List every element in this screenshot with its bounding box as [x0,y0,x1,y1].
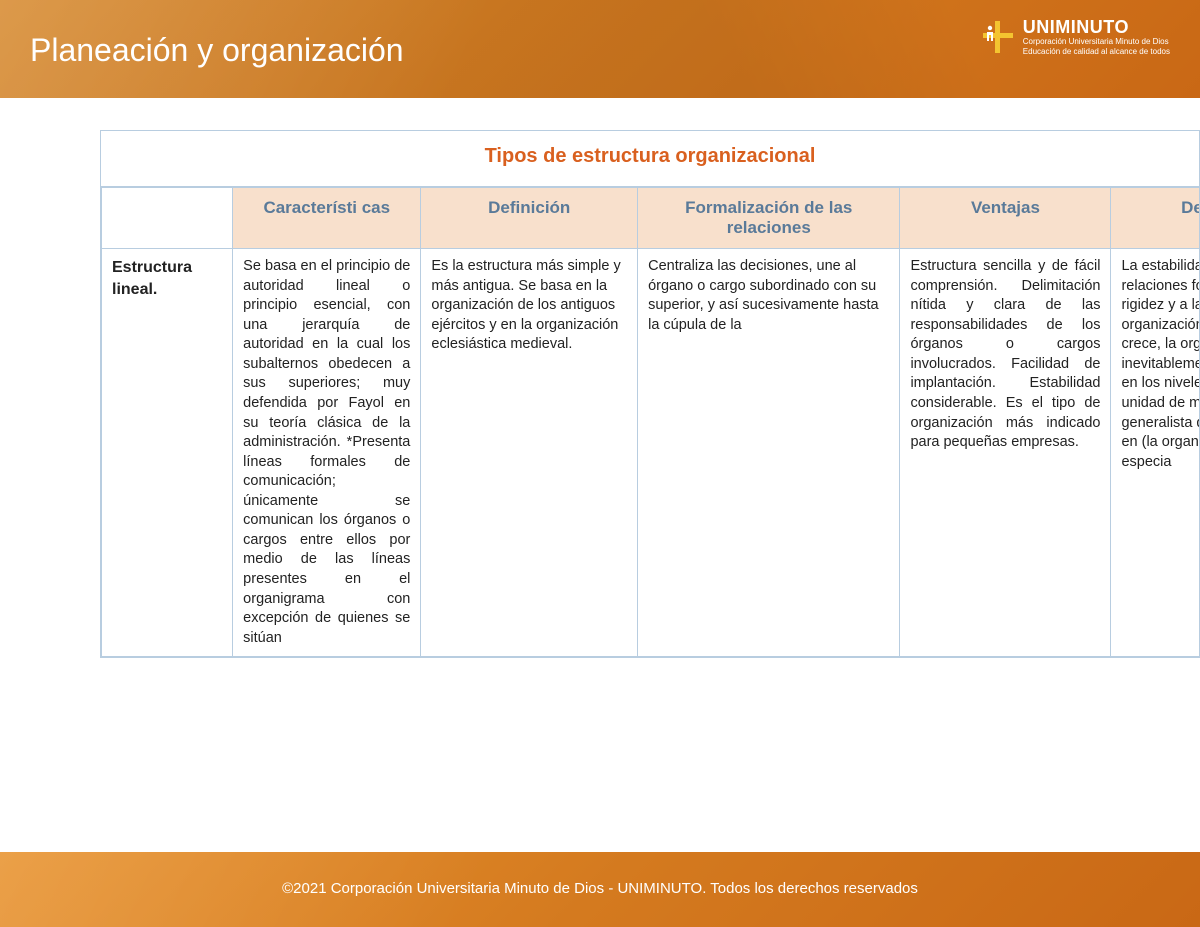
uniminuto-logo-icon [981,19,1015,55]
header-divider [0,98,1200,100]
th-ventajas: Ventajas [900,188,1111,249]
cell-desventajas: La estabilidad y constancia de las relac… [1111,249,1200,657]
th-definicion: Definición [421,188,638,249]
table-row: Estructura lineal. Se basa en el princip… [102,249,1200,657]
page-footer: ©2021 Corporación Universitaria Minuto d… [0,852,1200,927]
row-label: Estructura lineal. [102,249,233,657]
table-container: Tipos de estructura organizacional Carac… [100,130,1200,658]
cell-caracteristicas: Se basa en el principio de autoridad lin… [233,249,421,657]
cell-formalizacion: Centraliza las decisiones, une al órgano… [638,249,900,657]
th-caracteristicas: Característi cas [233,188,421,249]
page-title: Planeación y organización [30,32,404,69]
brand-logo-text: UNIMINUTO Corporación Universitaria Minu… [1023,18,1170,56]
table-header-row: Característi cas Definición Formalizació… [102,188,1200,249]
cell-definicion: Es la estructura más simple y más antigu… [421,249,638,657]
main-content: Tipos de estructura organizacional Carac… [0,100,1200,658]
th-desventajas: Desventajas [1111,188,1200,249]
footer-copyright: ©2021 Corporación Universitaria Minuto d… [0,852,1200,897]
cell-ventajas: Estructura sencilla y de fácil comprensi… [900,249,1111,657]
brand-tagline-2: Educación de calidad al alcance de todos [1023,48,1170,56]
th-formalizacion: Formalización de las relaciones [638,188,900,249]
page-header: Planeación y organización UNIMINUTO Corp… [0,0,1200,100]
table-title: Tipos de estructura organizacional [101,131,1199,187]
brand-logo: UNIMINUTO Corporación Universitaria Minu… [981,18,1170,56]
brand-name: UNIMINUTO [1023,18,1170,36]
org-structure-table: Característi cas Definición Formalizació… [101,187,1200,657]
brand-tagline-1: Corporación Universitaria Minuto de Dios [1023,38,1170,46]
th-empty [102,188,233,249]
